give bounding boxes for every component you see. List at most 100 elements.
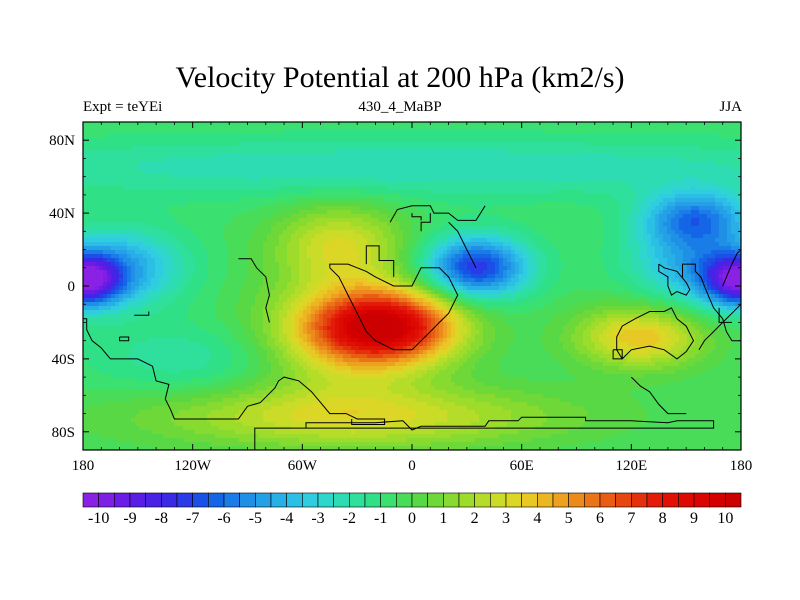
field-cell [591, 186, 596, 191]
field-cell [531, 142, 536, 147]
field-cell [411, 210, 416, 215]
field-cell [123, 142, 128, 147]
field-cell [739, 206, 741, 211]
field-cell [599, 154, 604, 159]
field-cell [235, 230, 240, 235]
field-cell [723, 230, 728, 235]
field-cell [639, 210, 644, 215]
field-cell [391, 174, 396, 179]
field-cell [343, 218, 348, 223]
field-cell [471, 146, 476, 151]
field-cell [455, 190, 460, 195]
field-cell [603, 214, 608, 219]
field-cell [183, 122, 188, 127]
field-cell [611, 230, 616, 235]
field-cell [131, 190, 136, 195]
field-cell [499, 170, 504, 175]
field-cell [287, 218, 292, 223]
field-cell [519, 150, 524, 155]
field-cell [159, 238, 164, 243]
field-cell [247, 182, 252, 187]
field-cell [127, 222, 132, 227]
field-cell [287, 230, 292, 235]
field-cell [519, 138, 524, 143]
field-cell [463, 194, 468, 199]
field-cell [527, 182, 532, 187]
field-cell [635, 186, 640, 191]
field-cell [395, 186, 400, 191]
field-cell [727, 174, 732, 179]
field-cell [443, 198, 448, 203]
field-cell [251, 206, 256, 211]
field-cell [123, 218, 128, 223]
field-cell [235, 210, 240, 215]
field-cell [451, 206, 456, 211]
field-cell [263, 206, 268, 211]
field-cell [531, 166, 536, 171]
field-cell [611, 142, 616, 147]
field-cell [379, 234, 384, 239]
field-cell [151, 190, 156, 195]
field-cell [603, 122, 608, 127]
field-cell [639, 154, 644, 159]
field-cell [651, 162, 656, 167]
field-cell [303, 178, 308, 183]
field-cell [519, 178, 524, 183]
field-cell [459, 234, 464, 239]
field-cell [327, 158, 332, 163]
field-cell [103, 182, 108, 187]
field-cell [635, 190, 640, 195]
field-cell [431, 198, 436, 203]
field-cell [487, 178, 492, 183]
field-cell [143, 174, 148, 179]
field-cell [467, 214, 472, 219]
field-cell [291, 218, 296, 223]
field-cell [651, 158, 656, 163]
field-cell [387, 222, 392, 227]
field-cell [227, 234, 232, 239]
field-cell [459, 214, 464, 219]
field-cell [367, 150, 372, 155]
field-cell [363, 154, 368, 159]
field-cell [243, 170, 248, 175]
field-cell [115, 194, 120, 199]
field-cell [243, 210, 248, 215]
field-cell [235, 126, 240, 131]
field-cell [699, 182, 704, 187]
field-cell [739, 126, 741, 131]
field-cell [95, 198, 100, 203]
field-cell [407, 218, 412, 223]
field-cell [711, 190, 716, 195]
field-cell [339, 230, 344, 235]
field-cell [343, 170, 348, 175]
field-cell [179, 130, 184, 135]
field-cell [187, 202, 192, 207]
field-cell [443, 230, 448, 235]
field-cell [503, 166, 508, 171]
field-cell [719, 210, 724, 215]
field-cell [471, 130, 476, 135]
field-cell [231, 238, 236, 243]
field-cell [295, 198, 300, 203]
field-cell [131, 202, 136, 207]
field-cell [607, 234, 612, 239]
field-cell [331, 234, 336, 239]
field-cell [367, 226, 372, 231]
field-cell [207, 142, 212, 147]
field-cell [419, 234, 424, 239]
field-cell [127, 230, 132, 235]
field-cell [111, 138, 116, 143]
field-cell [411, 138, 416, 143]
field-cell [291, 198, 296, 203]
field-cell [591, 218, 596, 223]
field-cell [587, 162, 592, 167]
field-cell [435, 214, 440, 219]
field-cell [167, 210, 172, 215]
field-cell [327, 178, 332, 183]
field-cell [171, 230, 176, 235]
field-cell [663, 234, 668, 239]
field-cell [291, 154, 296, 159]
field-cell [615, 166, 620, 171]
field-cell [187, 166, 192, 171]
field-cell [343, 194, 348, 199]
